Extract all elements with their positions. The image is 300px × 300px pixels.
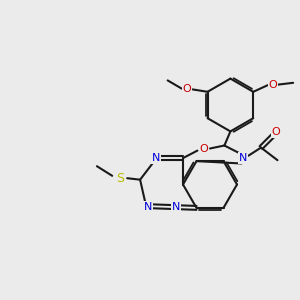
Text: N: N [239,153,247,163]
Text: O: O [183,84,191,94]
Text: N: N [143,202,152,212]
Text: O: O [272,127,280,137]
Text: N: N [172,202,180,212]
Text: O: O [200,144,208,154]
Text: N: N [152,153,160,163]
Text: O: O [269,80,278,90]
Text: S: S [116,172,124,185]
